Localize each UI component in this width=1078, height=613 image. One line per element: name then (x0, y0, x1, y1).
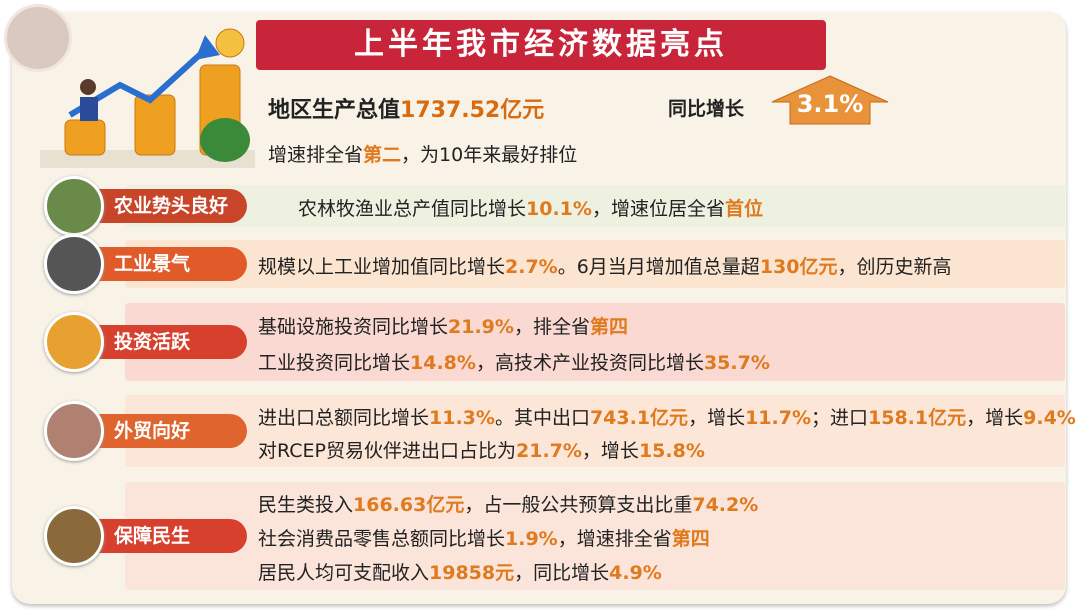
text: 工业投资同比增长 (258, 352, 411, 374)
text: ，增长 (688, 406, 746, 429)
highlight: 19858元 (429, 562, 515, 584)
text: ，增速位居全省 (591, 198, 725, 220)
section-icon (44, 506, 104, 566)
growth-label: 同比增长 (668, 98, 745, 120)
person-body (80, 97, 98, 121)
section-line: 进出口总额同比增长11.3%。其中出口743.1亿元，增长11.7%；进口158… (258, 403, 1076, 430)
highlight: 11.7% (745, 406, 811, 429)
section-line: 基础设施投资同比增长21.9%，排全省第四 (258, 312, 628, 339)
rank-line: 增速排全省第二，为10年来最好排位 (268, 140, 577, 167)
text: 社会消费品零售总额同比增长 (258, 528, 506, 550)
coin (215, 28, 245, 58)
text: ；进口 (811, 406, 869, 429)
section-line: 规模以上工业增加值同比增长2.7%。6月当月增加值总量超130亿元，创历史新高 (258, 252, 952, 279)
text: 居民人均可支配收入 (258, 562, 430, 584)
arrow-shape (771, 75, 889, 125)
text: 农林牧渔业总产值同比增长 (298, 198, 527, 220)
highlight: 166.63亿元 (353, 494, 465, 516)
gdp-value: 1737.52亿元 (400, 98, 545, 123)
highlight: 第二 (363, 144, 402, 166)
text: 增速排全省 (268, 144, 364, 166)
corner-decoration (4, 4, 72, 72)
text: 基础设施投资同比增长 (258, 316, 449, 338)
text: 。其中出口 (494, 406, 590, 429)
section-band (125, 482, 1065, 590)
person-head (80, 79, 96, 95)
money-bag (200, 118, 250, 162)
highlight: 1.9% (505, 528, 558, 550)
highlight: 15.8% (638, 439, 705, 462)
highlight: 11.3% (429, 406, 495, 429)
highlight: 21.9% (448, 316, 514, 338)
highlight: 第四 (671, 528, 710, 550)
highlight: 130亿元 (759, 256, 838, 278)
section-line: 农林牧渔业总产值同比增长10.1%，增速位居全省首位 (298, 194, 763, 221)
section-band (125, 185, 1065, 227)
text: 。6月当月增加值总量超 (557, 256, 760, 278)
growth-arrow (771, 75, 889, 125)
growth-value: 3.1% (796, 90, 864, 118)
section-line: 工业投资同比增长14.8%，高技术产业投资同比增长35.7% (258, 348, 770, 375)
highlight: 743.1亿元 (589, 406, 689, 429)
section-icon (44, 312, 104, 372)
section-icon (44, 176, 104, 236)
gdp-label: 地区生产总值 (268, 98, 401, 123)
text: 民生类投入 (258, 494, 354, 516)
highlight: 第四 (589, 316, 628, 338)
highlight: 21.7% (516, 439, 582, 462)
highlight: 14.8% (410, 352, 476, 374)
section-line: 民生类投入166.63亿元，占一般公共预算支出比重74.2% (258, 490, 758, 517)
text: ，创历史新高 (837, 256, 952, 278)
highlight: 9.4% (1023, 406, 1076, 429)
highlight: 10.1% (526, 198, 592, 220)
text: ，同比增长 (514, 562, 610, 584)
highlight: 4.9% (609, 562, 662, 584)
gdp-line: 地区生产总值1737.52亿元 (268, 92, 544, 124)
text: ，增长 (966, 406, 1024, 429)
text: ，增速排全省 (557, 528, 672, 550)
text: ，排全省 (513, 316, 590, 338)
arrow-head (195, 35, 220, 60)
section-band (125, 395, 1065, 467)
section-line: 社会消费品零售总额同比增长1.9%，增速排全省第四 (258, 524, 710, 551)
section-icon (44, 401, 104, 461)
section-band (125, 240, 1065, 288)
highlight: 35.7% (703, 352, 770, 374)
section-line: 居民人均可支配收入19858元，同比增长4.9% (258, 558, 662, 585)
section-band (125, 303, 1065, 381)
highlight: 首位 (724, 198, 763, 220)
title: 上半年我市经济数据亮点 (256, 20, 826, 70)
text: ，为10年来最好排位 (401, 144, 578, 166)
text: ，增长 (581, 439, 639, 462)
text: 对RCEP贸易伙伴进出口占比为 (258, 439, 516, 462)
section-icon (44, 234, 104, 294)
illustration (40, 28, 255, 168)
text: ，高技术产业投资同比增长 (475, 352, 704, 374)
text: 进出口总额同比增长 (258, 406, 430, 429)
highlight: 74.2% (692, 494, 759, 516)
highlight: 2.7% (505, 256, 558, 278)
text: 规模以上工业增加值同比增长 (258, 256, 506, 278)
highlight: 158.1亿元 (868, 406, 967, 429)
text: ，占一般公共预算支出比重 (464, 494, 693, 516)
section-line: 对RCEP贸易伙伴进出口占比为21.7%，增长15.8% (258, 436, 705, 463)
